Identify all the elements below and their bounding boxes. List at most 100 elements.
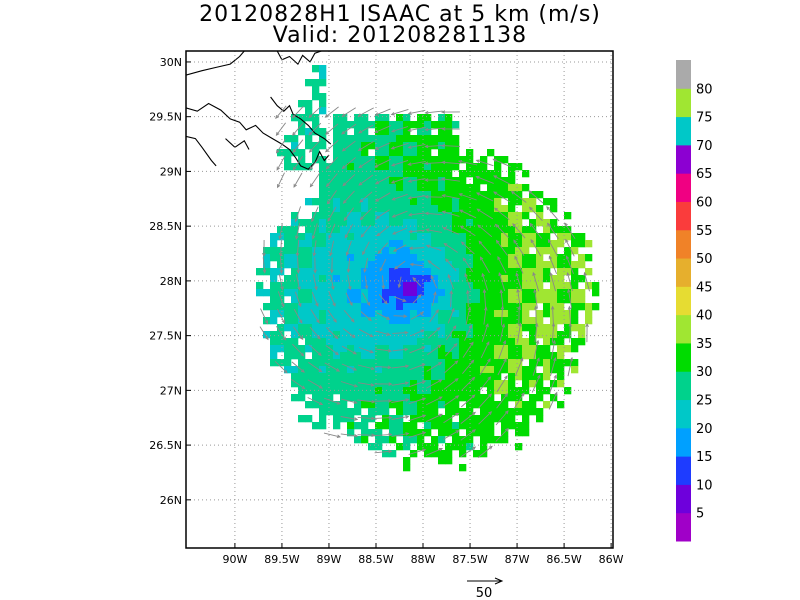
wind-speed-cell	[291, 352, 299, 360]
wind-speed-cell	[326, 261, 334, 269]
wind-vector	[444, 360, 458, 374]
wind-speed-cell	[508, 422, 516, 430]
wind-speed-cell	[445, 457, 453, 465]
wind-vector	[478, 411, 492, 425]
wind-speed-cell	[515, 184, 523, 192]
wind-vector-head	[477, 224, 482, 229]
wind-speed-cell	[480, 436, 488, 444]
wind-speed-cell	[417, 114, 425, 122]
wind-vector-head	[553, 374, 557, 379]
wind-vector	[500, 306, 504, 326]
wind-speed-cell	[389, 296, 397, 304]
wind-speed-cell	[396, 128, 404, 136]
wind-vector-head	[386, 316, 391, 320]
wind-speed-cell	[431, 184, 439, 192]
wind-vector	[358, 382, 374, 386]
wind-speed-cell	[347, 247, 355, 255]
wind-speed-cell	[529, 226, 537, 234]
wind-speed-cell	[501, 233, 509, 241]
wind-speed-cell	[270, 317, 278, 325]
wind-speed-cell	[382, 226, 390, 234]
wind-speed-cell	[438, 170, 446, 178]
wind-speed-cell	[375, 135, 383, 143]
wind-speed-cell	[319, 373, 327, 381]
wind-speed-cell	[417, 429, 425, 437]
wind-speed-cell	[515, 373, 523, 381]
wind-speed-cell	[382, 422, 390, 430]
wind-speed-cell	[459, 191, 467, 199]
wind-speed-cell	[536, 212, 544, 220]
wind-speed-cell	[417, 387, 425, 395]
wind-speed-cell	[508, 163, 516, 171]
wind-speed-cell	[368, 387, 376, 395]
wind-vector-head	[530, 238, 535, 244]
wind-speed-cell	[347, 380, 355, 388]
wind-speed-cell	[417, 394, 425, 402]
wind-speed-cell	[312, 387, 320, 395]
wind-speed-cell	[550, 366, 558, 374]
wind-speed-cell	[368, 170, 376, 178]
lon-tick-label: 86W	[599, 553, 624, 566]
wind-speed-cell	[571, 317, 579, 325]
wind-speed-cell	[445, 233, 453, 241]
wind-speed-cell	[445, 359, 453, 367]
wind-speed-cell	[508, 415, 516, 423]
wind-vector	[276, 138, 286, 154]
wind-vector	[346, 240, 352, 256]
wind-vector	[343, 190, 355, 204]
wind-speed-cell	[529, 205, 537, 213]
wind-vector	[358, 141, 374, 151]
wind-vector-head	[383, 300, 388, 305]
wind-vector-head	[341, 113, 346, 117]
wind-vector-head	[438, 362, 443, 366]
wind-speed-cell	[389, 282, 397, 290]
wind-speed-cell	[424, 156, 432, 164]
wind-speed-cell	[354, 303, 362, 311]
wind-vector-head	[335, 368, 341, 372]
wind-speed-cell	[347, 282, 355, 290]
wind-speed-cell	[298, 373, 306, 381]
wind-speed-cell	[529, 254, 537, 262]
wind-speed-cell	[368, 310, 376, 318]
wind-vector-head	[367, 317, 372, 322]
wind-vector	[442, 194, 460, 200]
wind-vector	[358, 158, 374, 168]
wind-speed-cell	[410, 142, 418, 150]
wind-speed-cell	[410, 149, 418, 157]
wind-speed-cell	[536, 247, 544, 255]
wind-speed-cell	[501, 317, 509, 325]
wind-speed-cell	[557, 310, 565, 318]
wind-speed-cell	[494, 338, 502, 346]
wind-speed-cell	[578, 289, 586, 297]
wind-speed-cell	[480, 380, 488, 388]
wind-speed-cell	[473, 282, 481, 290]
wind-speed-cell	[564, 310, 572, 318]
wind-speed-cell	[578, 303, 586, 311]
wind-speed-cell	[410, 303, 418, 311]
wind-vector	[277, 291, 285, 307]
wind-speed-cell	[361, 275, 369, 283]
wind-speed-cell	[256, 282, 264, 290]
wind-vector	[460, 429, 476, 441]
wind-vector-head	[459, 225, 464, 230]
wind-speed-cell	[347, 275, 355, 283]
colorbar-label: 55	[696, 224, 713, 239]
wind-speed-cell	[396, 205, 404, 213]
wind-speed-cell	[487, 233, 495, 241]
wind-speed-cell	[515, 429, 523, 437]
wind-speed-cell	[368, 275, 376, 283]
wind-speed-cell	[452, 184, 460, 192]
wind-vector	[408, 178, 426, 182]
wind-speed-cell	[368, 261, 376, 269]
coastline-segment	[186, 51, 245, 76]
wind-speed-cell	[298, 387, 306, 395]
wind-vector	[295, 274, 301, 290]
plot-title: 20120828H1 ISAAC at 5 km (m/s)	[199, 2, 601, 27]
wind-speed-cell	[354, 352, 362, 360]
wind-vector-head	[311, 218, 315, 223]
wind-speed-cell	[263, 303, 271, 311]
wind-speed-cell	[333, 170, 341, 178]
wind-vector-head	[465, 289, 470, 294]
wind-vector-head	[422, 414, 427, 418]
wind-speed-cell	[424, 380, 432, 388]
